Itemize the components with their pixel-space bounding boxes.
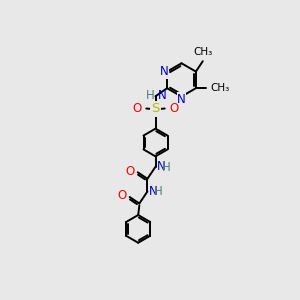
Text: S: S (151, 103, 160, 116)
Text: N: N (157, 160, 165, 173)
Text: CH₃: CH₃ (210, 83, 230, 93)
Text: N: N (148, 185, 157, 198)
Text: N: N (158, 88, 167, 102)
Text: O: O (132, 102, 142, 115)
Text: O: O (117, 189, 126, 203)
Text: N: N (177, 93, 186, 106)
Text: H: H (146, 88, 154, 102)
Text: N: N (160, 65, 169, 78)
Text: H: H (162, 161, 171, 174)
Text: O: O (169, 102, 178, 115)
Text: H: H (154, 185, 163, 198)
Text: O: O (125, 165, 134, 178)
Text: CH₃: CH₃ (193, 47, 212, 57)
